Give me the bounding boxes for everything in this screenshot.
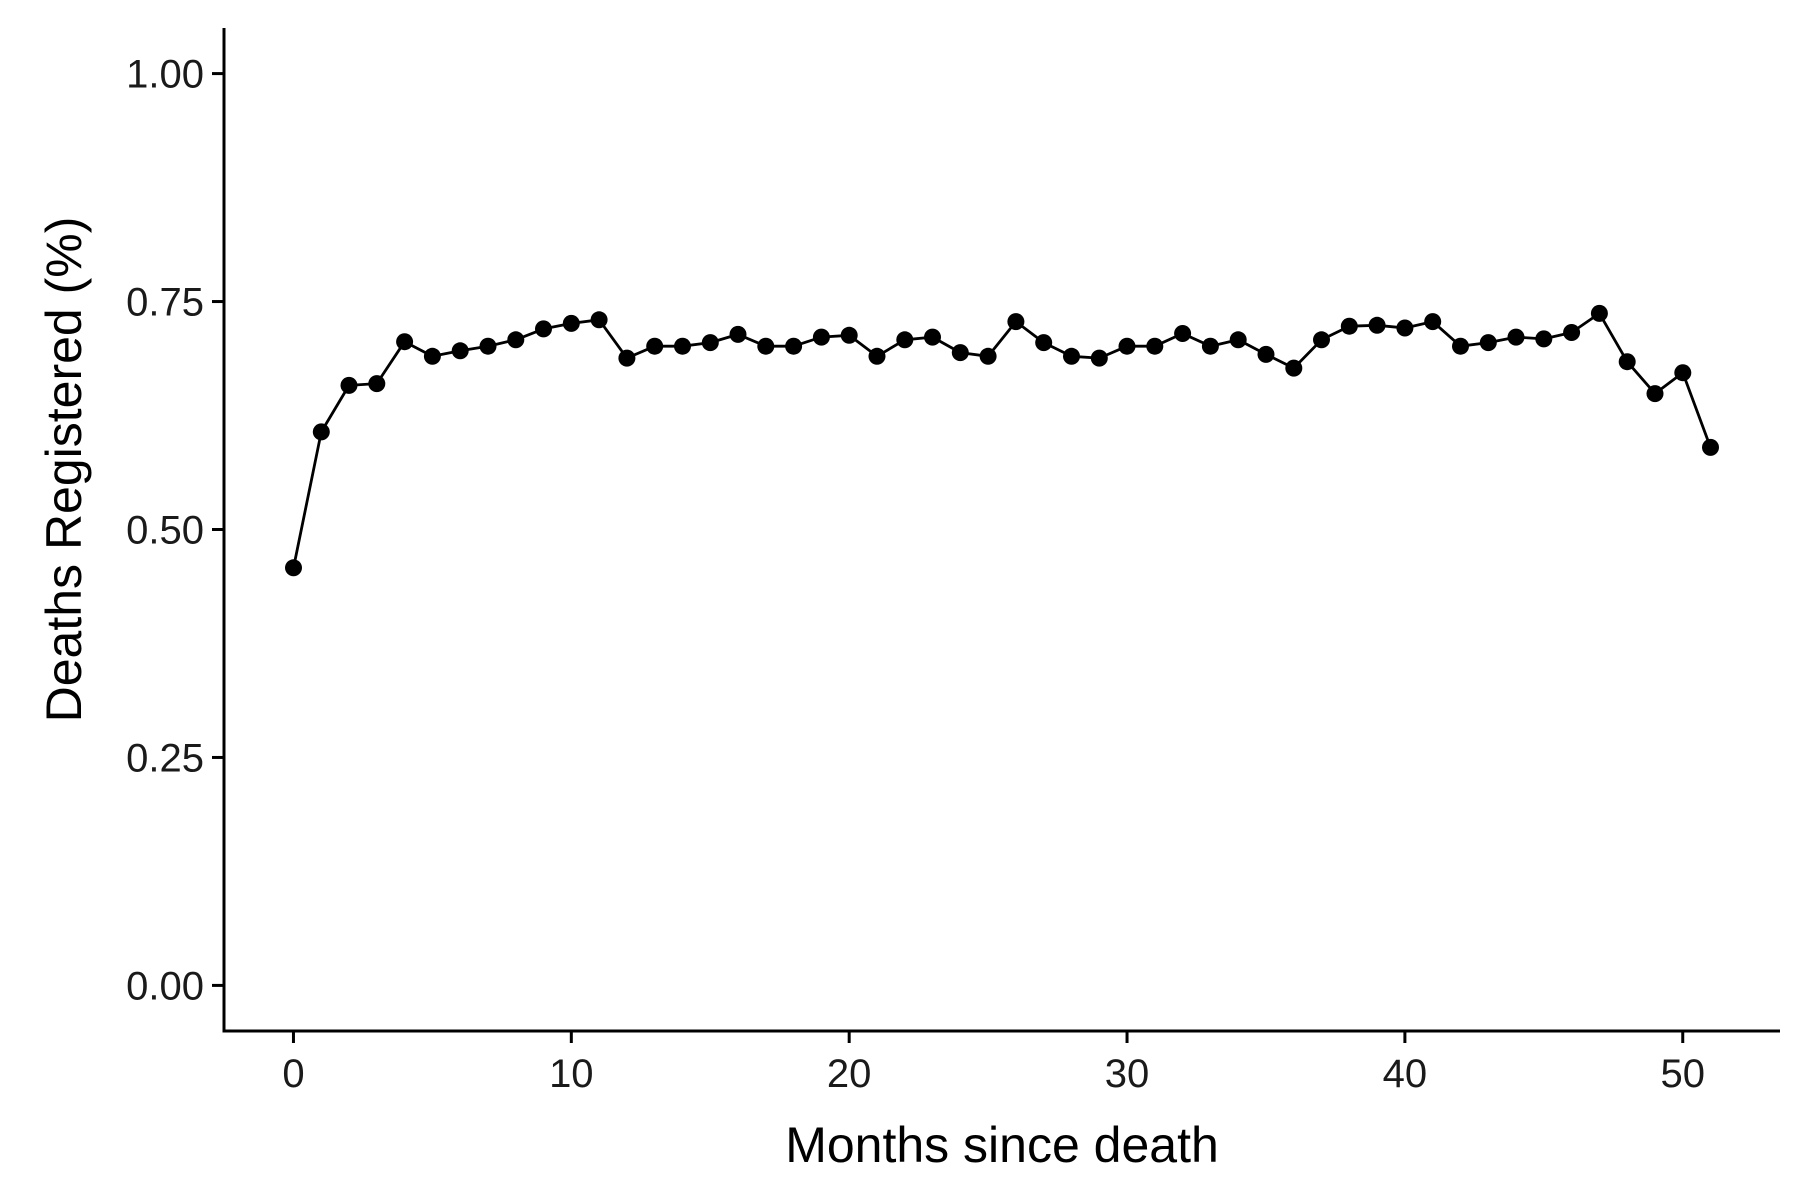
x-tick-label: 50 (1661, 1052, 1706, 1096)
data-point (1535, 330, 1553, 348)
data-point (1174, 325, 1192, 342)
data-point (1674, 364, 1692, 382)
x-axis-ticks: 0 10 20 30 40 50 (282, 1031, 1705, 1096)
x-tick-label: 20 (827, 1052, 872, 1096)
data-point (1090, 349, 1108, 367)
data-point (1507, 328, 1525, 346)
data-point (340, 376, 358, 394)
series-line (292, 311, 1712, 569)
data-point (1563, 324, 1581, 341)
data-point (535, 320, 552, 338)
data-point (423, 347, 441, 365)
y-axis-ticks: 0.00 0.25 0.50 0.75 1.00 (126, 53, 224, 1008)
data-point (812, 328, 830, 346)
data-point (1285, 359, 1303, 377)
data-point (951, 344, 969, 362)
data-point (785, 337, 803, 355)
data-point (1118, 337, 1136, 355)
y-tick-label: 1.00 (126, 53, 204, 97)
y-tick-label: 0.75 (126, 281, 204, 325)
data-point (1201, 337, 1219, 355)
data-point (646, 337, 664, 355)
x-tick-label: 10 (549, 1052, 594, 1096)
y-tick-label: 0.25 (126, 736, 204, 780)
data-point (1702, 438, 1719, 456)
data-point (757, 337, 775, 355)
y-tick-label: 0.50 (126, 509, 204, 553)
data-point (1590, 304, 1608, 322)
data-point (1007, 313, 1025, 331)
data-point (1035, 334, 1053, 352)
data-point (979, 347, 997, 365)
data-point (479, 337, 497, 355)
data-point (1618, 353, 1636, 371)
data-point (1479, 334, 1497, 352)
y-tick-label: 0.00 (126, 964, 204, 1008)
data-point (1368, 316, 1386, 334)
data-point (701, 334, 719, 352)
data-point (312, 423, 330, 441)
series-layer (285, 304, 1719, 577)
data-point (1396, 319, 1414, 337)
data-point (368, 375, 386, 393)
y-axis-title: Deaths Registered (%) (36, 217, 92, 723)
data-point (868, 347, 886, 365)
data-point (1646, 385, 1664, 403)
x-axis-title: Months since death (785, 1117, 1219, 1173)
data-point (840, 326, 858, 344)
x-tick-label: 40 (1383, 1052, 1428, 1096)
data-point (285, 559, 302, 577)
data-point (618, 349, 636, 367)
data-point (562, 314, 580, 332)
data-point (1257, 345, 1275, 363)
x-tick-label: 30 (1105, 1052, 1150, 1096)
data-point (451, 342, 469, 360)
data-point (729, 325, 747, 343)
data-point (1452, 337, 1469, 355)
data-point (1146, 337, 1164, 355)
data-point (1340, 317, 1358, 335)
data-point (924, 328, 941, 346)
x-tick-label: 0 (282, 1052, 304, 1096)
data-point (1063, 347, 1080, 365)
data-point (507, 331, 525, 349)
data-point (590, 311, 608, 329)
data-point (396, 333, 414, 351)
data-point (674, 337, 691, 355)
data-point (896, 331, 914, 349)
data-point (1424, 313, 1442, 331)
data-point (1313, 331, 1330, 349)
data-point (1229, 331, 1247, 349)
